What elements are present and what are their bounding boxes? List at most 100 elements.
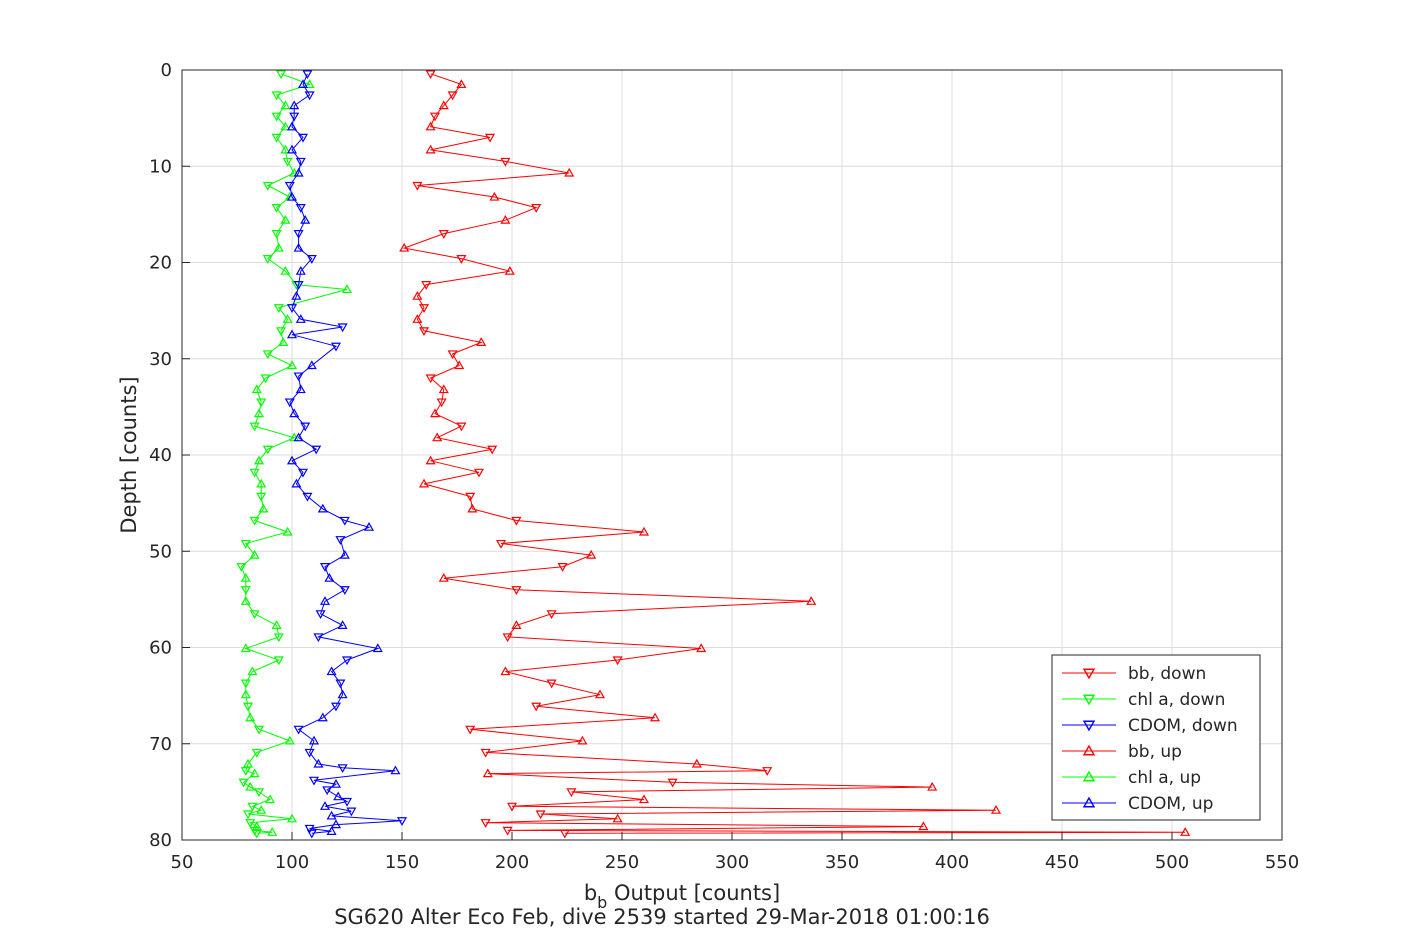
data-point (271, 91, 282, 101)
data-point (286, 455, 298, 465)
data-point (295, 384, 306, 394)
x-axis-label-main: b (584, 881, 597, 905)
legend-marker (1082, 770, 1096, 782)
data-point (456, 79, 467, 89)
data-point (302, 492, 313, 502)
data-point (319, 596, 331, 605)
data-point (638, 526, 650, 536)
data-point (489, 191, 500, 201)
data-point (295, 265, 306, 275)
data-point (425, 455, 436, 465)
x-axis-ticks: 50 100 150 200 250 300 350 400 450 500 550 (171, 832, 1299, 873)
data-point (337, 764, 348, 774)
data-point (304, 91, 315, 101)
data-point (564, 167, 575, 177)
data-point (425, 144, 436, 154)
data-point (293, 167, 304, 177)
data-point (638, 794, 650, 804)
data-point (502, 826, 513, 836)
data-point (447, 91, 458, 101)
data-point (326, 666, 337, 676)
legend-marker (1082, 796, 1096, 808)
data-point (271, 620, 282, 629)
y-tick-label: 40 (149, 445, 172, 466)
legend-marker (1082, 668, 1096, 680)
data-point (762, 767, 773, 776)
data-point (412, 314, 423, 323)
data-point (262, 445, 273, 455)
data-point (245, 781, 256, 791)
data-point (286, 144, 298, 154)
data-point (559, 829, 570, 839)
data-point (511, 516, 522, 526)
data-point (240, 539, 251, 549)
data-point (304, 748, 315, 758)
y-tick-label: 10 (149, 156, 172, 177)
legend-item: CDOM, down (1062, 716, 1238, 736)
data-point (438, 384, 449, 394)
data-point (399, 242, 410, 252)
data-point (308, 776, 320, 786)
data-point (456, 255, 467, 264)
series-line (289, 73, 403, 834)
data-point (284, 181, 295, 191)
data-point (280, 144, 291, 154)
data-point (396, 817, 408, 826)
data-point (271, 112, 282, 122)
data-point (566, 788, 577, 798)
data-point (531, 204, 542, 213)
data-point (264, 794, 276, 804)
data-point (289, 112, 300, 122)
data-point (280, 265, 291, 275)
series-line (240, 73, 348, 834)
data-point (322, 786, 333, 796)
data-point (691, 758, 702, 768)
data-point (297, 468, 309, 478)
data-point (249, 768, 260, 778)
data-point (253, 788, 265, 798)
data-point (500, 666, 511, 676)
data-point (330, 342, 342, 352)
data-point (236, 563, 247, 572)
data-point (425, 374, 436, 384)
data-point (511, 586, 522, 595)
data-point (500, 214, 511, 224)
data-point (806, 596, 817, 605)
data-point (238, 778, 249, 788)
data-point (245, 712, 256, 722)
data-point (300, 422, 311, 432)
data-point (476, 337, 487, 346)
data-point (317, 503, 328, 513)
data-point (284, 735, 295, 745)
data-point (308, 735, 320, 745)
data-point (242, 702, 254, 712)
data-point (240, 643, 251, 653)
data-point (480, 748, 491, 758)
x-tick-label: 400 (935, 852, 969, 873)
data-point (438, 100, 449, 110)
x-tick-label: 550 (1265, 852, 1299, 873)
data-point (372, 643, 383, 653)
data-point (546, 679, 557, 689)
data-point (339, 586, 350, 595)
data-point (500, 157, 511, 167)
data-point (297, 133, 309, 143)
data-point (280, 121, 291, 131)
data-point (504, 265, 515, 275)
data-point (271, 204, 282, 213)
data-point (594, 689, 606, 699)
data-point (286, 360, 298, 370)
y-tick-label: 0 (161, 60, 172, 81)
data-point (425, 121, 436, 131)
data-point (390, 765, 401, 775)
data-point (293, 432, 304, 442)
data-point (586, 549, 597, 559)
data-point (286, 329, 298, 339)
data-point (293, 242, 304, 252)
data-point (293, 372, 304, 382)
data-point (502, 633, 513, 643)
data-point (256, 492, 267, 502)
data-point (612, 656, 623, 666)
y-tick-label: 80 (149, 830, 172, 851)
